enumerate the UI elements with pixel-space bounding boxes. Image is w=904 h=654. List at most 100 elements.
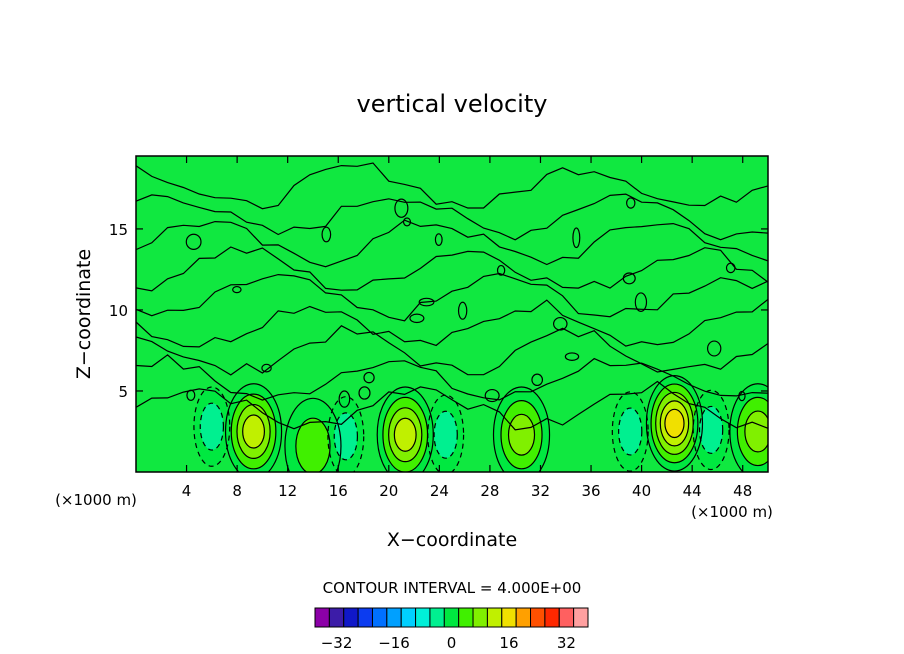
downdraft-cell — [693, 390, 730, 470]
downdraft-cell — [427, 395, 464, 472]
x-axis-label: X−coordinate — [387, 529, 517, 551]
small-contour — [409, 313, 425, 324]
plot-area — [135, 155, 769, 473]
small-contour — [457, 301, 468, 320]
small-contour — [626, 197, 636, 209]
contour-line — [500, 400, 543, 470]
contour-line — [199, 402, 225, 451]
zero-contour — [136, 298, 768, 348]
y-axis-ticks: 5 10 15 — [109, 221, 768, 401]
contour-line — [388, 407, 423, 463]
x-axis-ticks: 4 8 12 16 20 24 28 32 36 40 44 48 — [182, 156, 752, 500]
small-contour — [394, 198, 409, 218]
colorbar-swatch — [530, 607, 546, 628]
small-contour — [261, 363, 272, 373]
small-contour — [552, 316, 568, 331]
colorbar-swatch — [400, 607, 417, 628]
small-contour — [185, 233, 202, 251]
chart-title: vertical velocity — [357, 90, 548, 118]
contour-line — [659, 400, 690, 447]
small-contour — [363, 371, 375, 384]
colorbar-swatch — [472, 607, 488, 628]
zero-contour — [136, 272, 768, 322]
contour-line — [650, 383, 699, 464]
contour-line — [618, 407, 643, 456]
updraft-cell — [225, 383, 282, 472]
x-tick-label: 12 — [278, 482, 297, 500]
contour-line — [224, 383, 283, 472]
zero-contour — [136, 162, 768, 210]
contour-line — [645, 375, 704, 472]
colorbar-swatch — [386, 607, 402, 628]
colorbar-swatch — [314, 607, 330, 628]
y-tick-label: 15 — [109, 221, 128, 239]
contour-line — [230, 393, 277, 470]
updraft-cell — [646, 375, 703, 472]
contour-line — [433, 410, 458, 459]
contour-level — [242, 414, 265, 448]
contour-line — [242, 414, 266, 449]
contour-line — [393, 417, 417, 452]
contour-line — [492, 386, 551, 472]
small-contour — [622, 272, 636, 285]
x-tick-label: 44 — [683, 482, 702, 500]
x-tick-label: 4 — [182, 482, 192, 500]
contour-level — [664, 409, 685, 438]
y-axis-label: Z−coordinate — [73, 249, 95, 379]
updraft-cell — [729, 383, 768, 472]
colorbar-tick-label: −32 — [321, 634, 353, 652]
small-contour — [232, 285, 242, 294]
colorbar-swatch — [415, 607, 431, 628]
contour-level — [295, 418, 331, 472]
colorbar-tick-label: 0 — [447, 634, 457, 652]
small-contour — [496, 264, 506, 276]
colorbar-swatch — [501, 607, 517, 628]
contour-line — [376, 386, 434, 472]
zero-contour — [136, 380, 768, 431]
x-tick-label: 32 — [531, 482, 550, 500]
zero-contour — [136, 246, 768, 292]
small-contour — [738, 390, 746, 402]
contour-line — [193, 386, 231, 467]
updraft-cell — [284, 398, 341, 472]
x-tick-label: 20 — [379, 482, 398, 500]
y-tick-label: 5 — [118, 383, 128, 401]
colorbar-swatch — [429, 607, 445, 628]
contour-line — [284, 397, 342, 472]
colorbar-swatch — [328, 607, 345, 628]
colorbar-swatch — [515, 607, 532, 628]
colorbar-swatch — [458, 607, 474, 628]
contour-lines — [136, 162, 768, 472]
colorbar-swatch — [443, 607, 460, 628]
contour-line — [295, 417, 331, 472]
small-contour — [572, 227, 581, 249]
small-contour — [338, 390, 351, 408]
contour-line — [611, 391, 649, 472]
small-contour — [634, 292, 648, 312]
contour-level — [394, 418, 417, 452]
x-tick-label: 16 — [329, 482, 348, 500]
colorbar-swatch — [357, 607, 373, 628]
colorbar-swatch — [573, 607, 589, 628]
x-tick-label: 8 — [232, 482, 242, 500]
contour-line — [507, 413, 536, 456]
contour-line — [327, 396, 365, 472]
contour-line — [333, 412, 359, 461]
colorbar-tick-label: −16 — [378, 634, 410, 652]
contour-line — [664, 408, 685, 439]
colorbar-swatch — [544, 607, 560, 628]
colorbar-tick-label: 32 — [557, 634, 576, 652]
contour-line — [736, 396, 768, 467]
zero-contour — [136, 325, 768, 376]
small-contour — [186, 389, 196, 401]
x-unit-label: (×1000 m) — [691, 503, 773, 521]
x-tick-label: 36 — [581, 482, 600, 500]
small-contour — [564, 352, 580, 361]
contour-level — [618, 408, 642, 455]
small-contour — [725, 262, 736, 274]
contour-line — [692, 389, 730, 471]
contour-line — [744, 410, 768, 453]
updraft-cell — [493, 386, 550, 472]
small-contour — [358, 386, 371, 400]
